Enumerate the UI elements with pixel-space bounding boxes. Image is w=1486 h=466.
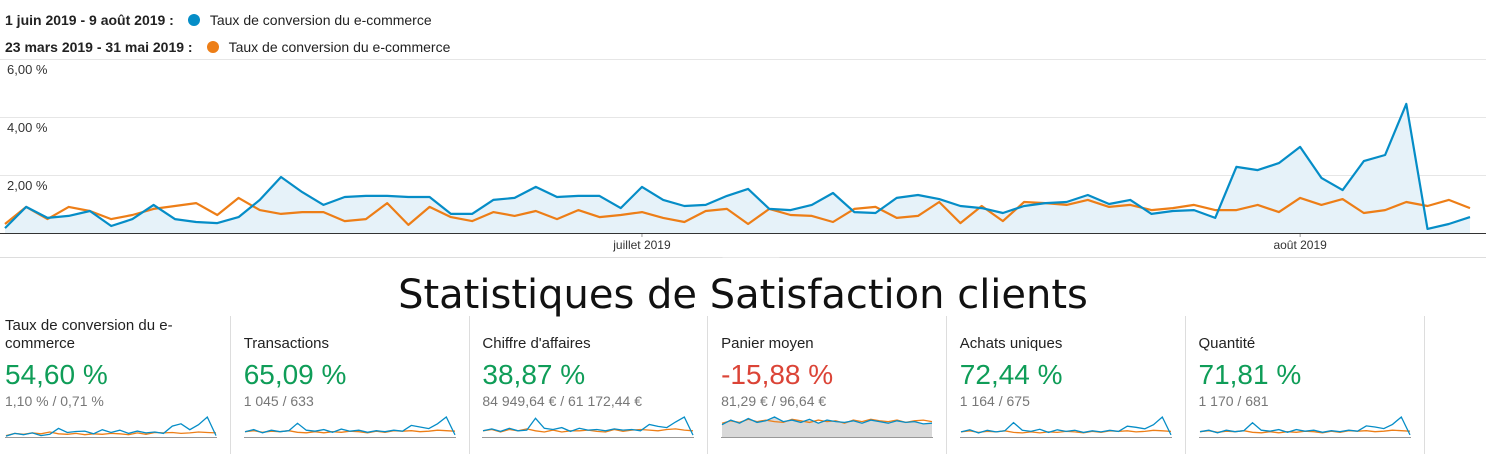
x-tick-label: août 2019 — [1273, 238, 1327, 252]
collapse-tab[interactable] — [721, 257, 781, 259]
legend-item: 23 mars 2019 - 31 mai 2019 : Taux de conv… — [5, 33, 450, 60]
sparkline-line — [244, 415, 456, 436]
sparkline-line — [5, 415, 217, 437]
scorecard: Quantité 71,81 % 1 170 / 681 — [1198, 316, 1425, 454]
scorecard: Chiffre d'affaires 38,87 % 84 949,64 € / 6… — [482, 316, 709, 454]
scorecard: Achats uniques 72,44 % 1 164 / 675 — [959, 316, 1186, 454]
sparkline — [482, 416, 695, 438]
legend-period: 1 juin 2019 - 9 août 2019 : — [5, 11, 174, 28]
scorecard-change: 72,44 % — [959, 359, 1063, 390]
sparkline-line — [721, 416, 933, 426]
sparkline — [1198, 415, 1411, 438]
scorecard: Transactions 65,09 % 1 045 / 633 — [243, 316, 470, 454]
scorecard: Taux de conversion du e-commerce 54,60 % 1… — [5, 316, 231, 454]
sparkline-line — [1199, 415, 1411, 436]
legend-item: 1 juin 2019 - 9 août 2019 : Taux de conve… — [5, 6, 450, 33]
scorecard: Panier moyen -15,88 % 81,29 € / 96,64 € — [721, 316, 948, 454]
scorecard-label: Transactions — [243, 335, 329, 352]
sparkline-line — [483, 416, 694, 436]
legend-marker — [187, 13, 200, 26]
scorecard-values: 1 170 / 681 — [1198, 393, 1269, 409]
legend-marker — [206, 40, 219, 53]
scorecard-label: Achats uniques — [959, 335, 1063, 352]
scorecard-change: 38,87 % — [482, 359, 586, 390]
scorecard-label: Chiffre d'affaires — [482, 335, 591, 352]
sparkline — [5, 415, 217, 438]
scorecard-change: 65,09 % — [243, 359, 347, 390]
x-tick-label: juillet 2019 — [612, 238, 671, 252]
scorecard-label: Taux de conversion du e-commerce — [5, 317, 173, 352]
sparkline-line — [960, 415, 1172, 436]
scorecard-change: -15,88 % — [721, 359, 834, 390]
y-tick-label: 4,00 % — [7, 120, 48, 135]
sparkline — [959, 415, 1172, 438]
legend-label: Taux de conversion du e-commerce — [209, 11, 432, 28]
sparkline-line — [721, 418, 933, 424]
chart: 2,00 % 4,00 % 6,00 % juillet 2019 août 2019 — [0, 59, 1486, 259]
legend-label: Taux de conversion du e-commerce — [228, 38, 451, 55]
scorecard-values: 1 164 / 675 — [959, 393, 1030, 409]
y-tick-label: 2,00 % — [7, 178, 48, 193]
scorecard-values: 84 949,64 € / 61 172,44 € — [482, 393, 642, 409]
y-tick-label: 6,00 % — [7, 62, 48, 77]
series-line — [4, 102, 1471, 230]
sparkline — [243, 415, 456, 438]
scorecard-change: 71,81 % — [1198, 359, 1302, 390]
page-title: Statistiques de Satisfaction clients — [398, 272, 1088, 318]
scorecard-values: 81,29 € / 96,64 € — [721, 393, 827, 409]
legend: 1 juin 2019 - 9 août 2019 : Taux de conve… — [5, 6, 450, 60]
scorecard-change: 54,60 % — [5, 359, 108, 390]
scorecard-values: 1 045 / 633 — [243, 393, 314, 409]
scorecard-values: 1,10 % / 0,71 % — [5, 393, 104, 409]
sparkline-line — [5, 431, 217, 437]
series-area — [5, 103, 1470, 234]
scorecard-label: Quantité — [1198, 335, 1256, 352]
legend-period: 23 mars 2019 - 31 mai 2019 : — [5, 38, 193, 55]
scorecard-label: Panier moyen — [721, 335, 814, 352]
series-line — [4, 196, 1471, 226]
sparkline — [721, 416, 934, 438]
